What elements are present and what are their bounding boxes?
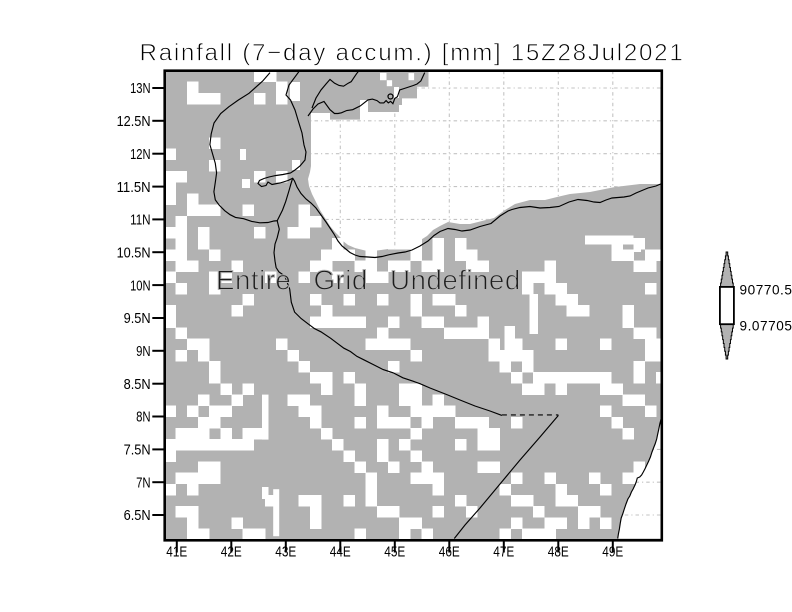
svg-text:90770.5: 90770.5 [740,282,792,297]
svg-text:7N: 7N [136,475,151,491]
svg-text:11N: 11N [130,213,151,229]
svg-text:13N: 13N [130,81,151,97]
svg-text:10.5N: 10.5N [117,245,151,261]
svg-text:9.5N: 9.5N [124,311,151,327]
svg-text:9.07705: 9.07705 [740,318,792,333]
svg-text:49E: 49E [602,545,623,561]
svg-text:Entire Grid Undefined: Entire Grid Undefined [216,265,521,296]
svg-text:12.5N: 12.5N [117,114,151,130]
svg-text:12N: 12N [130,147,151,163]
svg-text:8.5N: 8.5N [124,377,151,393]
svg-text:Rainfall (7−day accum.) [mm] 1: Rainfall (7−day accum.) [mm] 15Z28Jul202… [140,40,685,67]
svg-text:6.5N: 6.5N [124,508,151,524]
svg-text:10N: 10N [130,278,151,294]
svg-text:46E: 46E [439,545,460,561]
svg-text:47E: 47E [493,545,514,561]
svg-text:41E: 41E [166,545,187,561]
svg-text:42E: 42E [221,545,242,561]
svg-text:45E: 45E [384,545,405,561]
svg-text:44E: 44E [330,545,351,561]
svg-text:43E: 43E [275,545,296,561]
svg-text:8N: 8N [136,410,151,426]
svg-text:48E: 48E [548,545,569,561]
svg-text:9N: 9N [136,344,151,360]
svg-text:11.5N: 11.5N [117,180,151,196]
svg-text:7.5N: 7.5N [124,443,151,459]
